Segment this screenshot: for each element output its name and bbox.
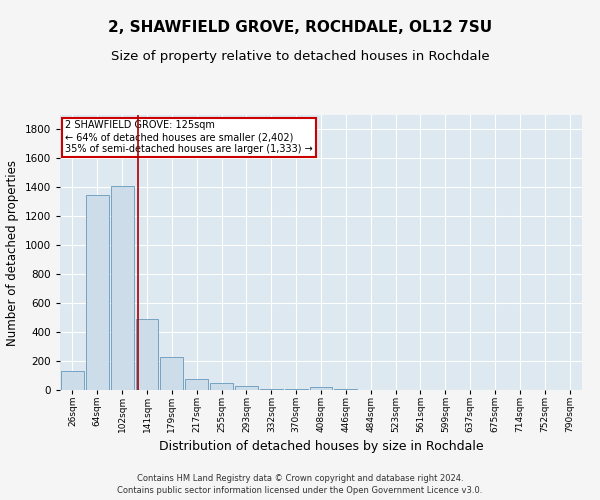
Text: 2, SHAWFIELD GROVE, ROCHDALE, OL12 7SU: 2, SHAWFIELD GROVE, ROCHDALE, OL12 7SU [108, 20, 492, 35]
Bar [310, 387, 332, 390]
Y-axis label: Number of detached properties: Number of detached properties [6, 160, 19, 346]
Bar [185, 379, 208, 390]
Text: Contains HM Land Registry data © Crown copyright and database right 2024.
Contai: Contains HM Land Registry data © Crown c… [118, 474, 482, 495]
Bar [86, 194, 109, 390]
Text: 2 SHAWFIELD GROVE: 125sqm
← 64% of detached houses are smaller (2,402)
35% of se: 2 SHAWFIELD GROVE: 125sqm ← 64% of detac… [65, 120, 313, 154]
Bar [210, 384, 233, 390]
Bar [235, 386, 258, 390]
Bar [111, 186, 134, 390]
Bar [260, 388, 283, 390]
Bar [61, 371, 84, 390]
Text: Size of property relative to detached houses in Rochdale: Size of property relative to detached ho… [110, 50, 490, 63]
X-axis label: Distribution of detached houses by size in Rochdale: Distribution of detached houses by size … [158, 440, 484, 454]
Bar [136, 319, 158, 390]
Bar [160, 358, 183, 390]
